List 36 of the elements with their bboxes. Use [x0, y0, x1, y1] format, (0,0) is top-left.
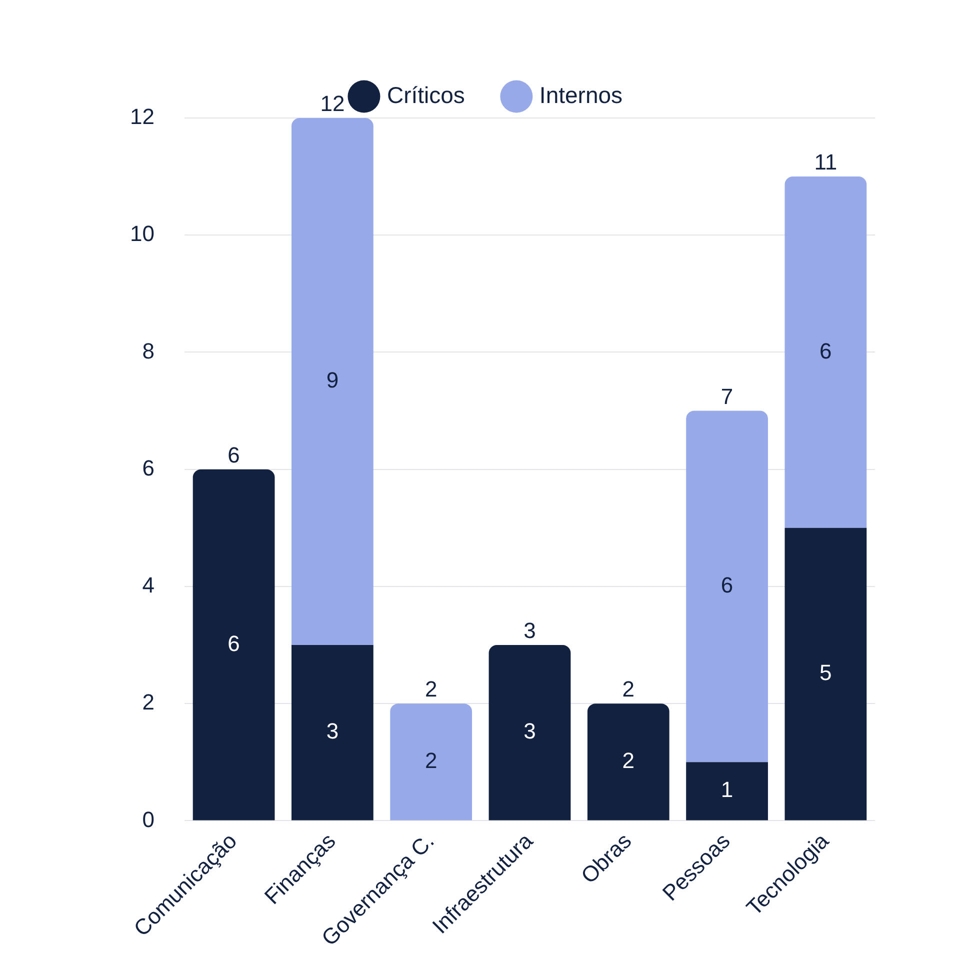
- legend-label: Críticos: [386, 82, 465, 108]
- bar: [292, 118, 374, 646]
- data-label: 5: [820, 660, 832, 686]
- legend-label: Internos: [539, 82, 623, 108]
- bar: [686, 762, 768, 820]
- data-label: 3: [524, 718, 536, 744]
- y-tick-label: 6: [142, 455, 154, 480]
- total-label: 2: [424, 676, 438, 702]
- bar: [784, 176, 867, 528]
- total-label: 11: [814, 150, 838, 175]
- bar: [686, 410, 768, 762]
- y-tick-label: 2: [142, 690, 154, 715]
- data-label: 2: [424, 748, 438, 773]
- data-label: 6: [820, 338, 832, 364]
- bar: [587, 704, 670, 820]
- y-tick-label: 10: [130, 221, 154, 246]
- data-label: 6: [720, 572, 734, 598]
- data-label: 6: [228, 630, 240, 656]
- data-label: 1: [720, 777, 734, 802]
- data-label: 9: [326, 368, 339, 393]
- y-tick-label: 8: [142, 338, 154, 364]
- bar: [390, 704, 472, 820]
- total-label: 12: [320, 91, 345, 116]
- y-tick-label: 0: [142, 806, 154, 832]
- total-label: 7: [720, 384, 734, 409]
- data-label: 2: [622, 748, 635, 773]
- total-label: 2: [622, 676, 635, 702]
- total-label: 6: [228, 442, 240, 468]
- bar: [488, 645, 571, 820]
- bar: [292, 645, 374, 820]
- total-label: 3: [524, 618, 536, 644]
- bar: [784, 528, 867, 820]
- y-tick-label: 12: [130, 104, 154, 130]
- data-label: 3: [326, 718, 339, 744]
- bar: [192, 469, 275, 820]
- y-tick-label: 4: [142, 572, 154, 598]
